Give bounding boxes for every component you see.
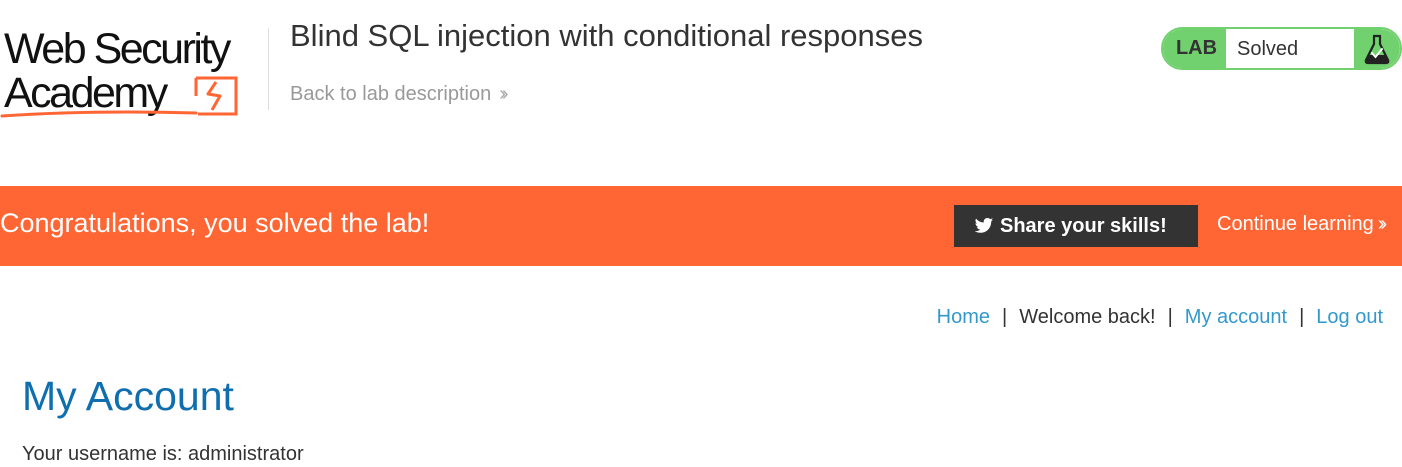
logo-line-2: Academy — [4, 69, 168, 117]
welcome-message: Welcome back! — [1019, 306, 1156, 328]
continue-learning-link[interactable]: Continue learning ›› — [1217, 213, 1388, 236]
page-title: My Account — [22, 373, 234, 419]
flask-icon-container — [1354, 29, 1400, 68]
double-chevron-right-icon: ›› — [1377, 213, 1388, 235]
logo-line-1: Web Security — [4, 25, 231, 73]
nav-my-account-link[interactable]: My account — [1184, 306, 1288, 328]
double-chevron-right-icon: ›› — [499, 83, 509, 105]
continue-learning-label: Continue learning — [1217, 213, 1374, 235]
lab-status-widget: LAB Solved — [1161, 27, 1402, 70]
web-security-academy-logo[interactable]: Web Security Academy — [0, 26, 266, 122]
nav-log-out-link[interactable]: Log out — [1316, 306, 1383, 328]
username-info: Your username is: administrator — [22, 443, 304, 465]
flask-icon — [1364, 34, 1390, 65]
nav-separator: | — [1002, 306, 1008, 328]
lab-title: Blind SQL injection with conditional res… — [290, 18, 923, 53]
congratulations-message: Congratulations, you solved the lab! — [0, 208, 430, 238]
account-nav: Home | Welcome back! | My account | Log out — [937, 306, 1383, 329]
nav-separator: | — [1299, 306, 1305, 328]
share-your-skills-button[interactable]: Share your skills! — [954, 205, 1198, 247]
twitter-bird-icon — [974, 208, 994, 250]
lab-solved-banner: Congratulations, you solved the lab! Sha… — [0, 186, 1402, 266]
lab-status-text: Solved — [1237, 38, 1299, 60]
share-button-label: Share your skills! — [1000, 215, 1167, 237]
back-link-label: Back to lab description — [290, 83, 492, 105]
logo-lightning-mark-icon — [0, 76, 238, 118]
nav-separator: | — [1167, 306, 1173, 328]
header-divider — [268, 28, 269, 110]
back-to-lab-description-link[interactable]: Back to lab description ›› — [290, 83, 509, 106]
lab-header: Web Security Academy Blind SQL injection… — [0, 0, 1402, 140]
nav-home-link[interactable]: Home — [936, 306, 991, 328]
lab-tag: LAB — [1163, 29, 1226, 68]
